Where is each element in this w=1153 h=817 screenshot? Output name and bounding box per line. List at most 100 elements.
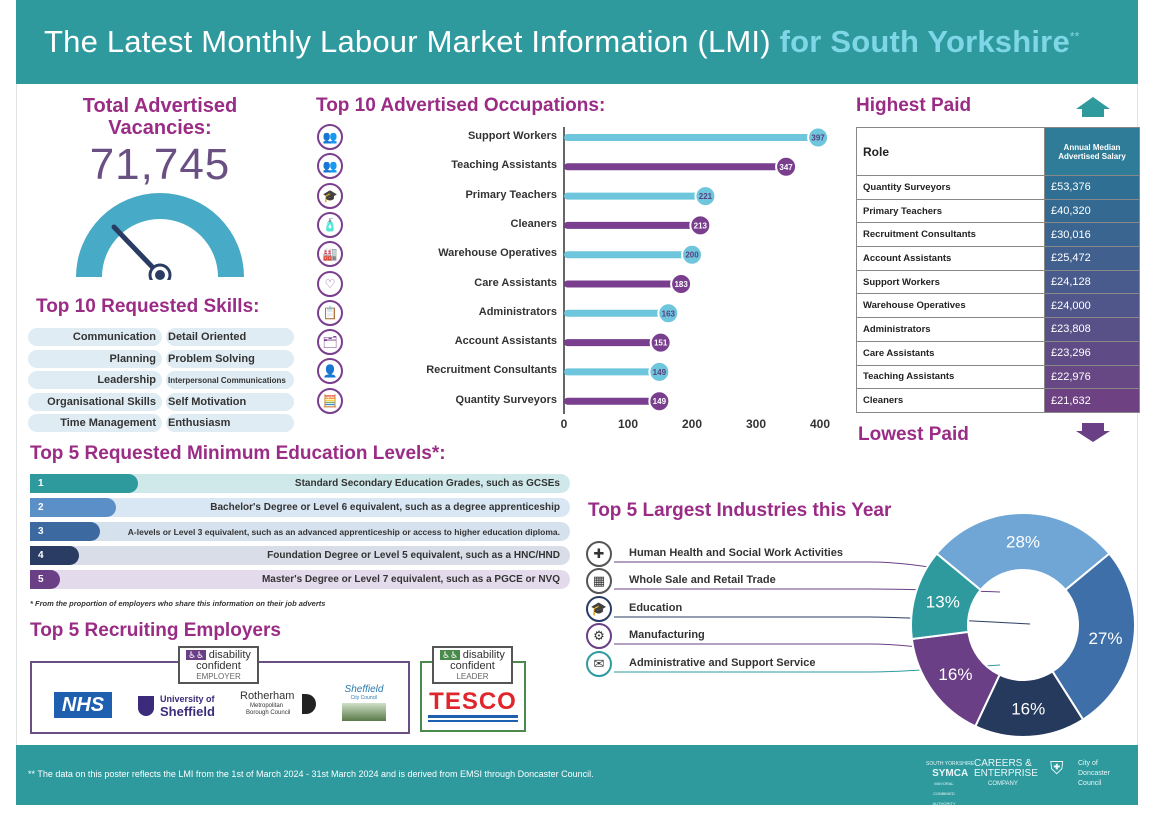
skill-row: Time Management Enthusiasm xyxy=(28,414,296,433)
donut-slice-label: 16% xyxy=(938,665,972,684)
employers-title: Top 5 Recruiting Employers xyxy=(30,620,281,641)
industry-row: ⚙ Manufacturing xyxy=(586,623,886,649)
bar-end-marker xyxy=(657,302,680,325)
gauge-icon xyxy=(76,193,244,280)
x-tick-label: 100 xyxy=(618,417,638,431)
education-row: 2 Bachelor's Degree or Level 6 equivalent… xyxy=(30,498,570,517)
skill-pill-right xyxy=(166,349,294,368)
occupations-title: Top 10 Advertised Occupations: xyxy=(316,95,606,116)
title-highlight: for South Yorkshire xyxy=(779,24,1070,59)
x-tick-label: 300 xyxy=(746,417,766,431)
donut-slice-label: 13% xyxy=(926,593,960,612)
skill-row: Planning Problem Solving xyxy=(28,349,296,368)
factory-icon: ⚙ xyxy=(586,623,612,649)
occupation-label: Teaching Assistants xyxy=(451,159,557,172)
salary-row: Administrators £23,808 xyxy=(856,317,1140,342)
education-text: Standard Secondary Education Grades, suc… xyxy=(294,478,560,489)
skill-right-label: Problem Solving xyxy=(168,352,255,365)
skill-pill-left xyxy=(28,371,162,390)
bar-end-marker xyxy=(807,126,830,149)
symca-logo: SOUTH YORKSHIRE SYMCA MAYORAL COMBINED A… xyxy=(926,761,975,806)
skill-pill-right xyxy=(166,328,294,346)
occupation-label: Recruitment Consultants xyxy=(426,364,557,377)
bar-value-label: 149 xyxy=(653,397,667,406)
occupation-label: Care Assistants xyxy=(474,276,557,289)
plus-icon: ✚ xyxy=(586,541,612,567)
clipboard-icon: 📋 xyxy=(317,299,343,326)
cleaning-icon: 🧴 xyxy=(317,211,343,238)
salary-cell: £22,976 xyxy=(1044,364,1140,390)
x-tick-label: 0 xyxy=(561,417,568,431)
industry-row: 🎓 Education xyxy=(586,596,886,622)
highest-paid-title: Highest Paid xyxy=(856,95,972,116)
calculator-icon: 🧮 xyxy=(317,387,343,414)
industry-row: ✚ Human Health and Social Work Activities xyxy=(586,541,886,567)
role-cell: Administrators xyxy=(856,317,1045,342)
arrow-down-icon xyxy=(1076,423,1110,442)
bar-value-label: 213 xyxy=(694,221,708,230)
role-cell: Care Assistants xyxy=(856,340,1045,366)
donut-slice-label: 28% xyxy=(1006,533,1040,552)
page-title: The Latest Monthly Labour Market Informa… xyxy=(44,24,1080,59)
occupation-label: Warehouse Operatives xyxy=(438,247,557,260)
disability-confident-employer-badge: ♿♿ disability confident EMPLOYER xyxy=(178,646,259,684)
education-text: Bachelor's Degree or Level 6 equivalent,… xyxy=(210,502,560,513)
salary-row: Support Workers £24,128 xyxy=(856,269,1140,295)
skill-row: Leadership Interpersonal Communications xyxy=(28,371,296,390)
role-cell: Quantity Surveyors xyxy=(856,175,1045,200)
skill-right-label: Interpersonal Communications xyxy=(168,376,286,386)
salary-cell: £24,128 xyxy=(1044,269,1140,295)
bar xyxy=(564,134,819,141)
bar-end-marker xyxy=(689,214,712,237)
bar-value-label: 200 xyxy=(685,251,699,260)
header-banner: The Latest Monthly Labour Market Informa… xyxy=(16,0,1138,84)
salary-cell: £53,376 xyxy=(1044,175,1140,200)
bar-value-label: 151 xyxy=(654,339,668,348)
university-of-sheffield-logo: University of Sheffield xyxy=(138,694,220,720)
salary-row: Quantity Surveyors £53,376 xyxy=(856,175,1140,200)
skill-right-label: Detail Oriented xyxy=(168,331,247,343)
bar-end-marker xyxy=(775,155,798,178)
education-row: 4 Foundation Degree or Level 5 equivalent… xyxy=(30,546,570,565)
skill-pill-right xyxy=(166,392,294,411)
skill-pill-left xyxy=(28,392,162,411)
salary-cell: £25,472 xyxy=(1044,246,1140,271)
recruitment-icon: 👤 xyxy=(317,358,343,385)
education-bar xyxy=(30,546,79,565)
skill-left-label: Time Management xyxy=(60,417,156,430)
bar-end-marker xyxy=(681,243,703,266)
role-cell: Primary Teachers xyxy=(856,198,1045,224)
bar-value-label: 397 xyxy=(811,134,825,143)
donut-slice-label: 16% xyxy=(1011,699,1045,718)
salary-cell: £23,296 xyxy=(1044,340,1140,366)
occupation-label: Cleaners xyxy=(510,217,557,230)
bar-end-marker xyxy=(648,360,671,383)
skill-left-label: Communication xyxy=(72,331,156,343)
skill-pill-left xyxy=(28,414,162,433)
skill-pill-left xyxy=(28,349,162,368)
occupation-label: Support Workers xyxy=(467,130,557,142)
skills-title: Top 10 Requested Skills: xyxy=(36,296,260,317)
bar xyxy=(564,309,669,317)
industries-donut-chart: 28% 27% 16% 16% 13% xyxy=(910,512,1136,738)
bar xyxy=(564,251,692,259)
bar-end-marker xyxy=(694,185,717,208)
education-rank: 4 xyxy=(38,550,44,561)
donut-slice-label: 27% xyxy=(1088,629,1122,648)
people-icon: 👥 xyxy=(317,153,343,180)
skill-left-label: Leadership xyxy=(97,374,156,387)
care-hand-icon: ♡ xyxy=(317,270,343,297)
education-rank: 2 xyxy=(38,502,44,513)
crest-icon: ⛨ xyxy=(1050,758,1064,778)
salary-row: Cleaners £21,632 xyxy=(856,388,1140,413)
footer-banner: ** The data on this poster reflects the … xyxy=(16,745,1138,806)
tesco-logo: TESCO xyxy=(428,690,518,722)
education-title: Top 5 Requested Minimum Education Levels… xyxy=(30,443,446,464)
rotherham-council-logo: Rotherham Metropolitan Borough Council xyxy=(240,690,322,722)
role-cell: Teaching Assistants xyxy=(856,364,1045,390)
bar xyxy=(564,221,701,229)
skill-pill-right xyxy=(166,371,294,390)
skill-right-label: Self Motivation xyxy=(168,395,247,408)
graduation-cap-icon: 🎓 xyxy=(586,596,612,622)
bar-value-label: 163 xyxy=(662,309,676,318)
